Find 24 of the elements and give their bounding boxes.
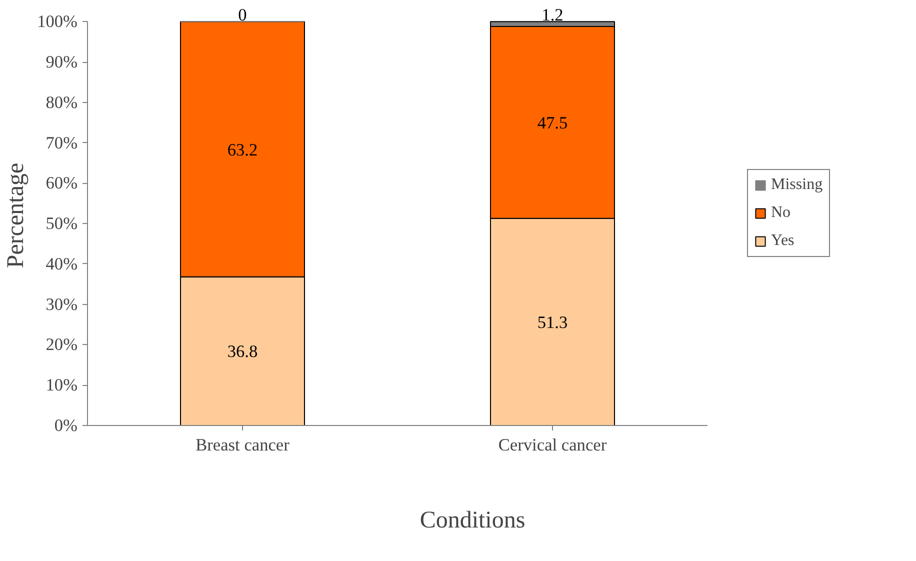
y-tick-label: 100% [37,12,78,32]
y-tick-label: 90% [46,52,78,72]
data-label: 63.2 [227,140,258,160]
y-tick-label: 80% [46,92,78,112]
y-tick-label: 20% [46,335,78,354]
y-tick-label: 30% [46,294,78,314]
legend-label: Missing [771,176,823,194]
x-tick-label: Breast cancer [196,436,290,454]
y-tick-label: 50% [46,214,78,234]
y-tick-label: 60% [46,174,78,193]
data-label: 1.2 [542,6,564,25]
x-axis-title: Conditions [420,508,526,534]
y-tick-label: 0% [54,416,78,435]
y-tick-label: 70% [46,133,78,152]
legend-label: No [771,204,791,222]
y-axis-title: Percentage [3,162,30,268]
y-tick-label: 10% [46,376,78,395]
data-label: 51.3 [537,312,568,332]
data-label: 36.8 [227,342,258,362]
x-tick-label: Cervical cancer [498,436,607,454]
data-label: 0 [238,6,247,25]
data-label: 47.5 [537,113,568,132]
y-tick-label: 40% [46,254,78,274]
legend-label: Yes [771,232,794,250]
